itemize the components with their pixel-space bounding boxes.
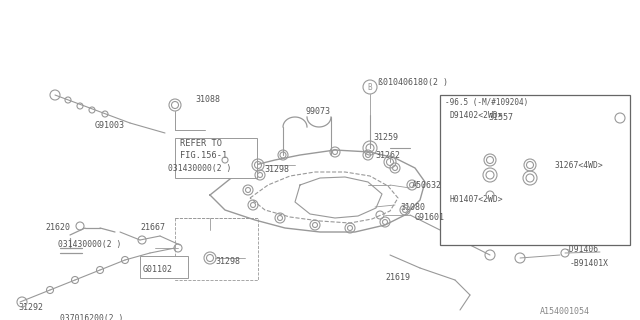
Text: 31088: 31088 — [195, 95, 220, 105]
Text: 21620: 21620 — [45, 223, 70, 233]
Text: -96.5 (-M/#109204): -96.5 (-M/#109204) — [445, 98, 528, 107]
Text: 031430000(2 ): 031430000(2 ) — [58, 241, 122, 250]
Text: 21667: 21667 — [140, 223, 165, 233]
Text: -B91401X: -B91401X — [570, 259, 609, 268]
Text: ß010406180(2 ): ß010406180(2 ) — [378, 78, 448, 87]
Text: G01102: G01102 — [143, 266, 173, 275]
Text: A50632: A50632 — [412, 180, 442, 189]
Text: REFER TO: REFER TO — [180, 139, 222, 148]
Text: 31298: 31298 — [215, 258, 240, 267]
Bar — [440, 95, 630, 245]
Text: 031430000(2 ): 031430000(2 ) — [168, 164, 232, 172]
Text: FIG.156-1: FIG.156-1 — [180, 150, 227, 159]
Text: A154001054: A154001054 — [540, 307, 590, 316]
Text: D91402<2WD>: D91402<2WD> — [450, 110, 504, 119]
Bar — [175, 138, 257, 178]
Text: 31292: 31292 — [18, 302, 43, 311]
Text: 31262: 31262 — [375, 150, 400, 159]
Text: 31298: 31298 — [264, 165, 289, 174]
Text: 31080: 31080 — [400, 203, 425, 212]
Text: H01407<2WD>: H01407<2WD> — [450, 196, 504, 204]
Text: 21619: 21619 — [385, 274, 410, 283]
Text: -D91406: -D91406 — [565, 245, 599, 254]
Text: 31557: 31557 — [488, 114, 513, 123]
Text: 99073: 99073 — [305, 108, 330, 116]
Text: B: B — [368, 83, 372, 92]
Text: G91003: G91003 — [95, 121, 125, 130]
Bar — [140, 256, 188, 278]
Text: 037016200(2 ): 037016200(2 ) — [60, 314, 124, 320]
Text: 31267<4WD>: 31267<4WD> — [555, 161, 604, 170]
Text: 31259: 31259 — [373, 133, 398, 142]
Text: G91601: G91601 — [415, 213, 445, 222]
